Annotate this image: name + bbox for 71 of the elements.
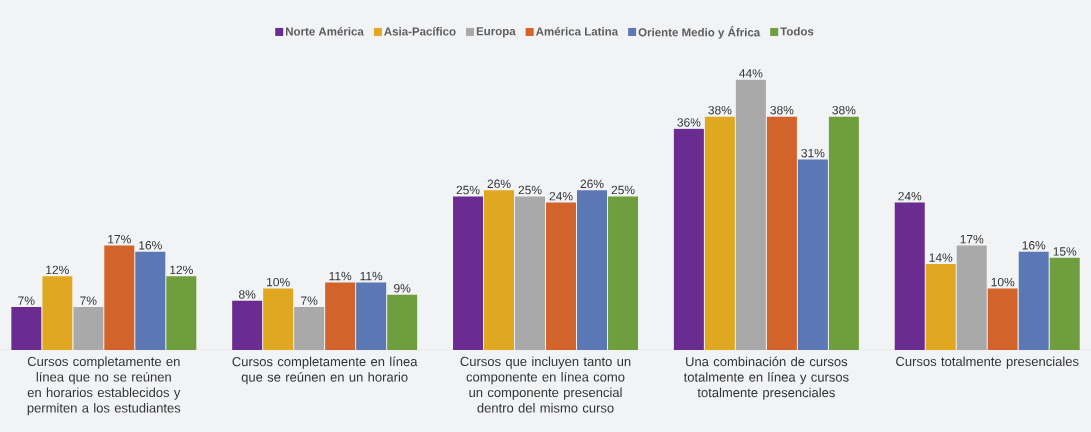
- data-label: 10%: [991, 277, 1015, 287]
- bar: [387, 294, 418, 350]
- bar: [987, 288, 1018, 350]
- data-label: 38%: [832, 105, 856, 115]
- data-label: 36%: [677, 118, 701, 127]
- bar: [828, 116, 859, 350]
- x-tick-label: Cursos completamente en línea que no se reúnen en horarios establecidos y permiten a los estudiantes: [27, 356, 181, 416]
- legend-label: Europa: [476, 27, 516, 38]
- data-label: 26%: [580, 179, 604, 189]
- bar: [42, 276, 73, 350]
- data-label: 31%: [801, 148, 825, 158]
- x-tick-label: Cursos completamente en línea que se reúnen en un horario: [232, 356, 418, 385]
- bar: [956, 245, 987, 350]
- data-label: 7%: [80, 296, 97, 305]
- bar: [1018, 251, 1049, 350]
- data-label: 24%: [898, 191, 922, 201]
- data-label: 9%: [394, 284, 411, 293]
- data-label: 7%: [301, 296, 318, 305]
- bar: [73, 307, 104, 350]
- bar: [546, 202, 577, 350]
- data-label: 10%: [267, 277, 290, 287]
- legend-label: Oriente Medio y África: [638, 26, 761, 39]
- bar: [608, 196, 639, 350]
- bar: [135, 251, 166, 350]
- data-label: 38%: [708, 105, 732, 115]
- x-tick-label: Cursos totalmente presenciales: [896, 356, 1079, 369]
- bar: [356, 282, 387, 350]
- bar: [1049, 257, 1080, 350]
- legend-label: Todos: [780, 27, 814, 36]
- bar: [263, 288, 294, 350]
- x-tick-label: Una combinación de cursos totalmente en línea y cursos totalmente presenciales: [683, 356, 849, 400]
- data-label: 25%: [518, 185, 542, 195]
- data-label: 14%: [929, 253, 953, 262]
- bar: [797, 159, 828, 350]
- bar: [104, 245, 135, 350]
- bar: [166, 276, 197, 350]
- bar: [735, 79, 766, 350]
- data-label: 25%: [611, 185, 635, 195]
- data-label: 38%: [770, 105, 794, 115]
- data-label: 25%: [456, 185, 480, 195]
- bar: [484, 190, 515, 350]
- bar: [673, 128, 704, 350]
- data-label: 7%: [18, 296, 35, 305]
- bar: [453, 196, 484, 350]
- data-label: 8%: [239, 290, 256, 299]
- x-tick-label: Cursos que incluyen tanto un componente en línea como un componente presencial dentro del mismo curso: [460, 356, 631, 413]
- data-label: 16%: [1022, 241, 1046, 250]
- data-label: 24%: [549, 191, 573, 201]
- data-label: 11%: [360, 271, 383, 281]
- legend-label: Asia-Pacífico: [384, 26, 456, 36]
- data-label: 17%: [108, 234, 131, 244]
- bar: [325, 282, 356, 350]
- data-label: 17%: [960, 234, 984, 244]
- legend-label: América Latina: [535, 26, 619, 36]
- bar: [704, 116, 735, 350]
- bar: [766, 116, 797, 350]
- bar: [894, 202, 925, 350]
- bar: [294, 307, 325, 350]
- data-label: 44%: [739, 69, 763, 78]
- legend-label: Norte América: [285, 26, 364, 36]
- bar: [925, 264, 956, 350]
- data-label: 26%: [487, 179, 511, 189]
- bar: [577, 190, 608, 350]
- data-label: 16%: [139, 241, 162, 250]
- data-label: 12%: [46, 265, 69, 275]
- data-label: 15%: [1053, 247, 1077, 256]
- bar: [11, 307, 42, 350]
- data-label: 12%: [170, 265, 193, 275]
- bar: [232, 300, 263, 350]
- bar: [515, 196, 546, 350]
- data-label: 11%: [329, 271, 352, 281]
